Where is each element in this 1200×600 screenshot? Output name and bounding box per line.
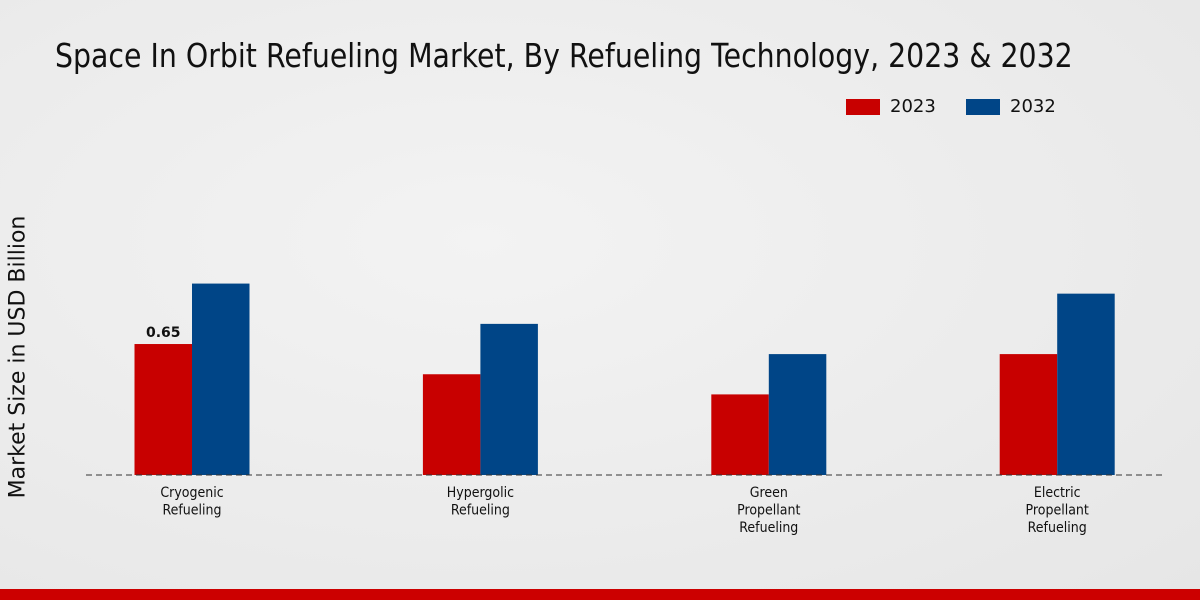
x-tick-label: Propellant	[737, 503, 800, 519]
bar-2023-0	[134, 344, 192, 475]
bar-2032-3	[1057, 293, 1115, 475]
bar-2032-0	[192, 283, 250, 475]
bar-2032-2	[768, 354, 827, 475]
x-tick-label: Refueling	[451, 503, 510, 519]
chart-title: Space In Orbit Refueling Market, By Refu…	[55, 36, 1073, 75]
x-tick-label: Hypergolic	[447, 485, 514, 501]
legend-label-2023: 2023	[890, 96, 936, 117]
x-tick-label: Refueling	[1028, 520, 1087, 536]
legend-label-2032: 2032	[1010, 96, 1056, 117]
x-tick-label: Green	[750, 485, 788, 501]
legend-swatch-2023	[846, 98, 880, 115]
legend-item-2032[interactable]: 2032	[966, 96, 1056, 117]
x-tick-label: Propellant	[1026, 503, 1089, 519]
data-label: 0.65	[146, 325, 181, 341]
bar-2032-1	[480, 323, 538, 475]
footer-bar	[0, 589, 1200, 600]
legend-item-2023[interactable]: 2023	[846, 96, 936, 117]
x-tick-label: Cryogenic	[160, 485, 223, 501]
bar-2023-3	[999, 354, 1058, 475]
x-tick-label: Electric	[1034, 485, 1081, 501]
x-tick-label: Refueling	[162, 503, 221, 519]
legend-swatch-2032	[966, 98, 1000, 115]
bar-2023-2	[711, 394, 769, 475]
bar-2023-1	[422, 374, 481, 475]
x-tick-label: Refueling	[739, 520, 798, 536]
